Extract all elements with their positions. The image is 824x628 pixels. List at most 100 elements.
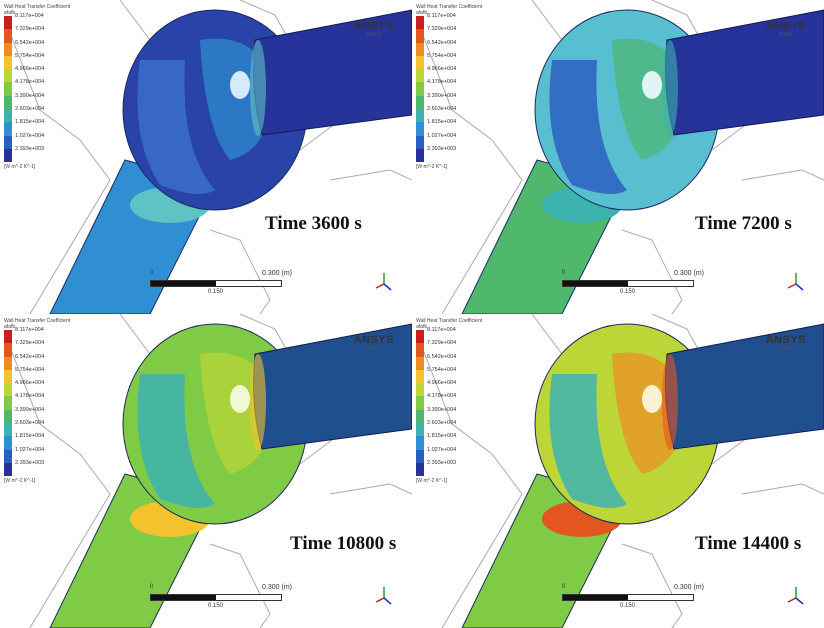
legend-entry: 2.603e+004 (4, 420, 74, 437)
legend-swatch (4, 356, 12, 370)
legend-swatch (4, 423, 12, 437)
legend-value: 8.117e+004 (15, 13, 44, 19)
mesh-line (209, 543, 271, 628)
contour-panel-1: Wall Heat Transfer Coefficient afafb 8.1… (0, 0, 412, 314)
legend-value: 2.603e+004 (15, 106, 45, 113)
legend-swatch (4, 16, 12, 30)
logo-version: R14.0 (367, 32, 381, 38)
legend-swatch (416, 82, 424, 96)
legend-rows: 8.117e+004 7.329e+004 6.542e+004 5.754e+004… (416, 13, 486, 163)
legend-entry: 1.027e+004 (416, 132, 486, 149)
legend-title: Wall Heat Transfer Coefficient afafb (416, 318, 483, 330)
mesh-line (329, 483, 412, 495)
legend-value: 1.027e+004 (427, 132, 457, 139)
logo-brand: ANSYS (353, 334, 394, 346)
sphere-patch-dark (549, 374, 627, 508)
legend-rows: 8.117e+004 7.329e+004 6.542e+004 5.754e+004… (4, 327, 74, 477)
legend-value: 5.754e+004 (15, 52, 45, 59)
scale-zero: 0 (150, 584, 154, 590)
legend-swatch (4, 122, 12, 136)
legend-entry: 1.815e+004 (416, 433, 486, 450)
color-legend: Wall Heat Transfer Coefficient afafb 8.1… (4, 318, 74, 484)
legend-entry: 7.329e+004 (416, 340, 486, 357)
legend-unit: [W m^-2 K^-1] (416, 164, 448, 171)
mesh-line (119, 0, 151, 41)
color-legend: Wall Heat Transfer Coefficient afafb 8.1… (4, 4, 74, 170)
legend-entry: 6.542e+004 (4, 354, 74, 370)
scale-zero: 0 (150, 270, 154, 276)
legend-value: 1.815e+004 (15, 433, 45, 440)
legend-swatch (4, 55, 12, 70)
contour-panel-2: Wall Heat Transfer Coefficient afafb 8.1… (412, 0, 824, 314)
scale-bar-graphic (150, 594, 282, 601)
legend-entry: 1.027e+004 (416, 446, 486, 463)
legend-swatch (416, 356, 424, 370)
axis-triad-icon (375, 587, 392, 605)
legend-entry: 4.178e+004 (4, 79, 74, 96)
specular-highlight (642, 71, 662, 99)
legend-swatch (4, 42, 12, 56)
legend-entry: 4.966e+004 (4, 66, 74, 83)
contour-panel-3: Wall Heat Transfer Coefficient afafb 8.1… (0, 314, 412, 628)
legend-swatch (416, 396, 424, 410)
legend-swatch (416, 16, 424, 30)
legend-value: 4.966e+004 (427, 380, 457, 387)
legend-value: 7.329e+004 (15, 340, 45, 347)
legend-value: 5.754e+004 (427, 52, 457, 59)
legend-swatch (416, 409, 424, 424)
time-label: Time 7200 s (695, 213, 792, 234)
legend-swatch (416, 69, 424, 83)
legend-swatch (416, 29, 424, 43)
legend-swatch (4, 343, 12, 357)
legend-swatch (4, 383, 12, 397)
legend-value: 3.390e+004 (427, 406, 457, 413)
legend-entry: 1.027e+004 (4, 446, 74, 463)
legend-entry: 4.966e+004 (4, 380, 74, 397)
legend-entry: 8.117e+004 (4, 327, 74, 344)
legend-value: 1.027e+004 (15, 446, 45, 453)
legend-swatch (4, 82, 12, 96)
mesh-line (741, 483, 824, 495)
legend-swatch (4, 148, 12, 163)
legend-value: 8.117e+004 (427, 13, 456, 19)
legend-entry: 1.815e+004 (4, 119, 74, 136)
specular-highlight (642, 385, 662, 413)
legend-title: Wall Heat Transfer Coefficient afafb (4, 4, 71, 16)
legend-value: 2.393e+003 (427, 459, 457, 466)
scale-max: 0.300 (m) (262, 584, 292, 591)
axis-triad-icon (787, 587, 804, 605)
mesh-line (4, 19, 111, 314)
legend-value: 4.966e+004 (427, 66, 457, 73)
cfd-scene (4, 0, 412, 314)
legend-unit: [W m^-2 K^-1] (4, 164, 36, 171)
scale-bar: 0 0.300 (m) 0.150 (150, 270, 292, 300)
legend-swatch (4, 369, 12, 384)
legend-swatch (4, 135, 12, 149)
scale-bar-graphic (562, 280, 694, 287)
outlet-ring (662, 40, 678, 136)
legend-value: 7.329e+004 (427, 26, 457, 33)
legend-entry: 1.027e+004 (4, 133, 74, 149)
legend-value: 1.027e+004 (427, 446, 457, 453)
legend-swatch (4, 436, 12, 450)
mesh-line (741, 169, 824, 181)
mesh-line (531, 314, 563, 355)
legend-value: 2.603e+004 (427, 106, 457, 113)
scale-mid: 0.150 (620, 289, 636, 295)
legend-entry: 4.966e+004 (416, 380, 486, 397)
legend-entry: 2.603e+004 (416, 420, 486, 437)
sphere-patch-dark (549, 60, 627, 194)
scale-zero: 0 (562, 584, 566, 590)
legend-swatch (416, 109, 424, 123)
legend-entry: 7.329e+004 (4, 26, 74, 43)
legend-value: 4.178e+004 (427, 393, 457, 400)
sphere-patch-dark (137, 374, 215, 508)
legend-entry: 8.117e+004 (416, 13, 486, 30)
legend-entry: 3.390e+004 (416, 406, 486, 424)
time-label: Time 3600 s (265, 213, 362, 234)
mesh-line (416, 19, 523, 314)
ansys-logo: ANSYS R14.0 (354, 334, 394, 352)
scale-bar: 0 0.300 (m) 0.150 (150, 584, 292, 614)
cfd-scene (416, 314, 824, 628)
